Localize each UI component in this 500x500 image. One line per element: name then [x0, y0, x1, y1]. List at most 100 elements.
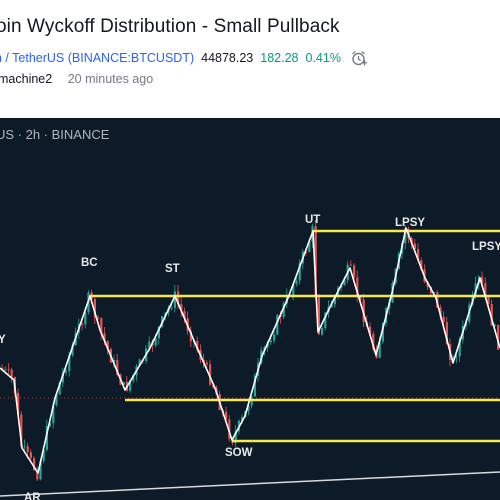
candle-body — [209, 364, 212, 385]
candle-body — [295, 280, 298, 284]
candle-body — [234, 431, 237, 443]
publish-time: 20 minutes ago — [67, 72, 154, 86]
symbol-row: n / TetherUS (BINANCE:BTCUSDT) 44878.23 … — [0, 49, 368, 67]
label-sow: SOW — [225, 447, 253, 459]
candle-body — [273, 334, 276, 341]
candle-body — [241, 417, 244, 421]
label-bc: BC — [81, 257, 98, 269]
candle-body — [129, 380, 132, 391]
candle-body — [100, 317, 103, 334]
candle-body — [442, 316, 445, 323]
candle-body — [132, 375, 135, 381]
author-name[interactable]: machine2 — [0, 72, 53, 86]
candle-body — [177, 291, 180, 305]
candle-body — [484, 283, 487, 297]
candle-body — [81, 323, 84, 325]
candle-body — [170, 307, 173, 309]
candle-body — [7, 369, 10, 371]
candle-body — [36, 469, 39, 480]
candle-body — [55, 394, 58, 406]
candle-body — [42, 449, 45, 461]
candle-body — [84, 311, 87, 325]
candle-body — [148, 341, 151, 349]
candle-body — [17, 393, 20, 415]
candle-body — [487, 296, 490, 305]
candle-body — [180, 304, 183, 312]
candle-body — [455, 356, 458, 358]
candle-body — [39, 460, 42, 480]
candle-body — [10, 369, 13, 378]
candle-body — [369, 326, 372, 334]
candle-body — [65, 370, 68, 373]
candle-body — [452, 356, 455, 360]
candle-body — [97, 317, 100, 319]
candle-body — [292, 283, 295, 296]
candle-body — [23, 446, 26, 448]
candle-body — [49, 423, 52, 427]
trend-line — [0, 471, 500, 497]
candle-body — [113, 359, 116, 363]
candle-body — [497, 324, 500, 350]
candle-body — [321, 328, 324, 335]
candle-body — [58, 382, 61, 395]
candle-body — [122, 381, 125, 385]
candle-body — [247, 405, 250, 412]
candle-body — [45, 426, 48, 450]
candle-body — [103, 333, 106, 342]
candle-body — [353, 265, 356, 278]
chart-area[interactable]: US · 2h · BINANCE BC ST UT LPSY LPSY SOW… — [0, 118, 500, 500]
candle-body — [225, 411, 228, 420]
price-chart — [0, 219, 500, 497]
candle-body — [308, 241, 311, 252]
candle-body — [333, 296, 336, 305]
candle-body — [52, 405, 55, 424]
candle-body — [106, 341, 109, 350]
candle-body — [317, 297, 320, 335]
candle-body — [481, 276, 484, 284]
candle-body — [189, 330, 192, 342]
candle-body — [324, 312, 327, 329]
price-change-percent: 0.41% — [305, 51, 341, 65]
idea-header: oin Wyckoff Distribution - Small Pullbac… — [0, 0, 500, 118]
label-y: Y — [0, 334, 6, 346]
symbol-link[interactable]: n / TetherUS (BINANCE:BTCUSDT) — [0, 51, 195, 65]
candle-body — [33, 458, 36, 470]
candle-body — [349, 264, 352, 266]
candle-body — [381, 323, 384, 342]
candle-body — [356, 277, 359, 297]
label-lpsy-1: LPSY — [395, 217, 426, 229]
candle-body — [298, 263, 301, 281]
candle-body — [330, 304, 333, 308]
candle-body — [116, 359, 119, 375]
candle-body — [493, 324, 496, 326]
alarm-clock-plus-icon[interactable] — [350, 49, 368, 67]
candle-body — [343, 280, 346, 286]
candle-body — [173, 291, 176, 308]
candle-body — [61, 372, 64, 383]
label-st: ST — [165, 263, 180, 275]
label-ut: UT — [305, 214, 321, 226]
candle-body — [276, 315, 279, 335]
candle-body — [445, 322, 448, 345]
last-price: 44878.23 — [201, 51, 254, 65]
label-ar: AR — [24, 492, 41, 500]
candle-body — [282, 303, 285, 317]
candle-body — [253, 375, 256, 397]
chart-symbol-info: US · 2h · BINANCE — [0, 127, 110, 142]
candle-body — [93, 299, 96, 318]
candle-body — [362, 299, 365, 322]
candle-body — [458, 339, 461, 357]
candle-body — [157, 326, 160, 339]
author-row: machine2 20 minutes ago — [0, 72, 153, 86]
candle-body — [433, 292, 436, 294]
candle-body — [4, 369, 7, 371]
candle-body — [71, 345, 74, 356]
label-lpsy-2: LPSY — [472, 241, 500, 253]
candle-body — [378, 341, 381, 358]
price-change: 182.28 — [260, 51, 299, 65]
candle-body — [138, 359, 141, 367]
candle-body — [196, 340, 199, 350]
candle-body — [205, 362, 208, 365]
candle-body — [372, 333, 375, 350]
candle-body — [269, 340, 272, 343]
